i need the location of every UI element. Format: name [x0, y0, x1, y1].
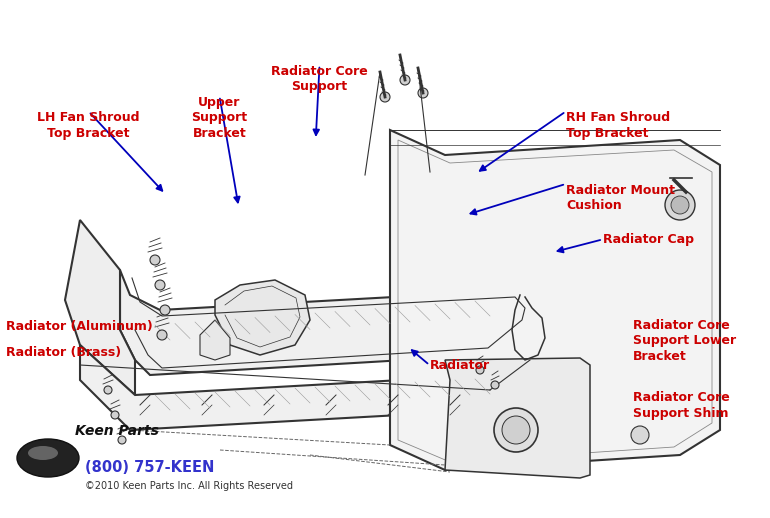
- Text: LH Fan Shroud
Top Bracket: LH Fan Shroud Top Bracket: [37, 111, 140, 140]
- Circle shape: [502, 416, 530, 444]
- Polygon shape: [445, 358, 590, 478]
- Circle shape: [671, 196, 689, 214]
- Text: Radiator Cap: Radiator Cap: [603, 233, 694, 246]
- Text: Keen Parts: Keen Parts: [75, 424, 159, 438]
- Circle shape: [111, 411, 119, 419]
- Text: Radiator Core
Support Shim: Radiator Core Support Shim: [633, 391, 730, 420]
- Ellipse shape: [17, 439, 79, 477]
- Circle shape: [155, 280, 165, 290]
- Polygon shape: [490, 195, 560, 355]
- Circle shape: [476, 366, 484, 374]
- Circle shape: [160, 305, 170, 315]
- Text: RH Fan Shroud
Top Bracket: RH Fan Shroud Top Bracket: [566, 111, 670, 140]
- Polygon shape: [503, 308, 535, 345]
- Circle shape: [494, 408, 538, 452]
- Polygon shape: [512, 295, 545, 360]
- Circle shape: [400, 75, 410, 85]
- Circle shape: [104, 386, 112, 394]
- Text: (800) 757-KEEN: (800) 757-KEEN: [85, 461, 214, 476]
- Circle shape: [631, 426, 649, 444]
- Circle shape: [665, 190, 695, 220]
- Polygon shape: [215, 280, 310, 355]
- Polygon shape: [500, 230, 565, 305]
- Text: Radiator (Aluminum): Radiator (Aluminum): [6, 320, 153, 333]
- Text: ©2010 Keen Parts Inc. All Rights Reserved: ©2010 Keen Parts Inc. All Rights Reserve…: [85, 481, 293, 491]
- Text: Upper
Support
Bracket: Upper Support Bracket: [192, 96, 247, 140]
- Circle shape: [491, 381, 499, 389]
- Polygon shape: [390, 130, 720, 470]
- Polygon shape: [120, 270, 535, 375]
- Circle shape: [418, 88, 428, 98]
- Circle shape: [118, 436, 126, 444]
- Circle shape: [150, 255, 160, 265]
- Polygon shape: [80, 345, 530, 430]
- Text: Radiator (Brass): Radiator (Brass): [6, 346, 122, 359]
- Polygon shape: [200, 320, 230, 360]
- Circle shape: [380, 92, 390, 102]
- Circle shape: [157, 330, 167, 340]
- Text: Radiator Core
Support: Radiator Core Support: [271, 65, 368, 93]
- Text: Radiator Mount
Cushion: Radiator Mount Cushion: [566, 184, 675, 212]
- Polygon shape: [65, 220, 135, 395]
- Text: Radiator Core
Support Lower
Bracket: Radiator Core Support Lower Bracket: [633, 319, 736, 363]
- Ellipse shape: [28, 446, 58, 460]
- Text: Radiator: Radiator: [430, 358, 490, 372]
